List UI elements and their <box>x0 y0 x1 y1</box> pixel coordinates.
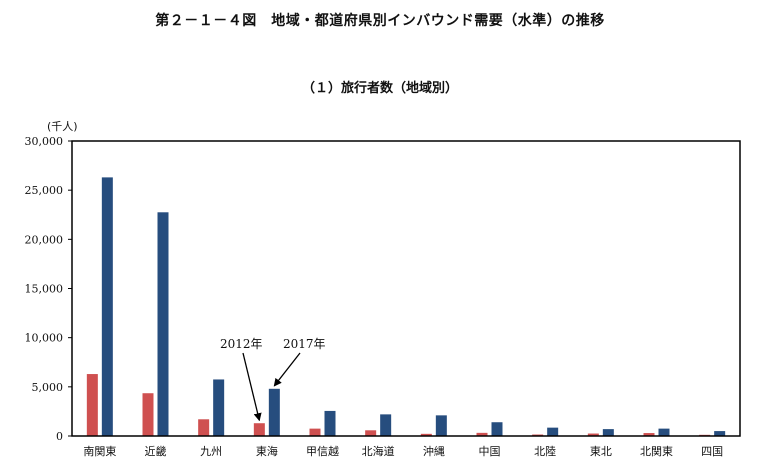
bar-2012 <box>476 432 488 436</box>
x-category-label: 北海道 <box>362 444 395 458</box>
y-unit-label: (千人) <box>47 120 78 133</box>
bar-2012 <box>309 428 321 436</box>
bar-2017 <box>157 212 169 436</box>
bar-2017 <box>101 177 113 436</box>
plot-frame <box>71 140 741 437</box>
x-category-label: 東海 <box>256 444 278 458</box>
x-category-label: 近畿 <box>145 444 167 458</box>
bar-2017 <box>380 414 392 436</box>
y-tick-label: 25,000 <box>25 184 64 197</box>
bar-2017 <box>435 415 447 436</box>
x-category-label: 東北 <box>590 445 612 458</box>
y-tick-label: 0 <box>56 430 63 443</box>
annotation-label: 2017年 <box>283 337 326 351</box>
x-category-label: 四国 <box>701 445 723 458</box>
x-category-label: 中国 <box>479 445 501 458</box>
bar-2012 <box>365 430 377 436</box>
bar-2012 <box>253 423 265 436</box>
y-tick-label: 30,000 <box>25 135 64 148</box>
bar-2017 <box>658 428 670 436</box>
annotation-arrow <box>273 352 301 387</box>
bar-2017 <box>602 429 614 436</box>
bar-2017 <box>714 431 726 436</box>
annotation-label: 2012年 <box>220 337 263 351</box>
x-axis-labels: 南関東 近畿 九州 東海 甲信越 北海道 沖縄 中国 北陸 東北 北関東 四国 <box>83 444 723 458</box>
x-category-label: 北関東 <box>640 445 673 458</box>
x-category-label: 沖縄 <box>423 444 445 458</box>
annotations: 2012年 2017年 <box>220 337 326 422</box>
x-category-label: 甲信越 <box>306 444 339 458</box>
x-category-label: 北陸 <box>534 445 556 458</box>
bar-2017 <box>324 410 336 436</box>
bar-2012 <box>142 393 154 436</box>
bar-series <box>86 177 726 436</box>
bar-2017 <box>547 427 559 436</box>
bar-2012 <box>198 419 210 436</box>
bar-2017 <box>213 379 225 436</box>
annotation-arrow <box>242 352 262 422</box>
bar-2017 <box>491 422 503 436</box>
bar-2012 <box>643 433 655 436</box>
bar-2017 <box>268 388 280 436</box>
bar-2012 <box>420 433 432 436</box>
bar-2012 <box>86 374 98 436</box>
y-tick-label: 15,000 <box>25 283 64 296</box>
x-category-label: 九州 <box>200 445 222 458</box>
y-tick-label: 5,000 <box>32 381 64 394</box>
bar-2012 <box>587 433 599 436</box>
y-tick-label: 10,000 <box>25 332 64 345</box>
figure-title: 第２－１－４図 地域・都道府県別インバウンド需要（水準）の推移 <box>155 13 605 29</box>
x-category-label: 南関東 <box>83 445 116 458</box>
y-tick-label: 20,000 <box>25 233 64 246</box>
y-axis-ticks: 0 5,000 10,000 15,000 20,000 25,000 30,000 <box>25 135 72 443</box>
chart-subtitle: （１）旅行者数（地域別） <box>301 81 458 96</box>
